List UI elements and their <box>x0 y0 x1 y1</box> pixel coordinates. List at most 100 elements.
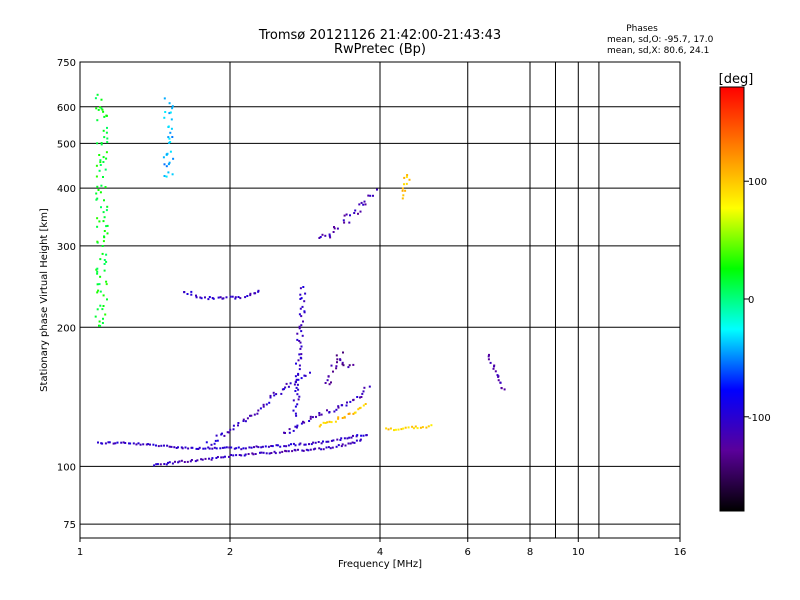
echo-point <box>168 161 171 164</box>
echo-point <box>275 444 278 447</box>
echo-point <box>327 446 330 449</box>
echo-point <box>180 459 183 462</box>
echo-point <box>402 194 405 197</box>
echo-point <box>296 338 299 341</box>
echo-point <box>336 438 339 441</box>
y-axis-label: Stationary phase Virtual Height [km] <box>39 208 50 392</box>
echo-point <box>184 446 187 449</box>
echo-point <box>322 440 324 443</box>
echo-point <box>95 175 98 178</box>
echo-point <box>105 157 108 160</box>
echo-point <box>359 210 362 213</box>
echo-point <box>357 408 360 411</box>
echo-point <box>307 449 310 452</box>
echo-point <box>328 383 331 386</box>
echo-point <box>195 447 198 450</box>
echo-point <box>427 425 430 428</box>
echo-point <box>239 297 242 300</box>
echo-point <box>187 447 190 450</box>
echo-point <box>359 438 362 441</box>
echo-point <box>320 442 323 445</box>
echo-point <box>242 447 245 450</box>
echo-point <box>276 444 279 447</box>
echo-point <box>165 463 168 466</box>
echo-point <box>387 428 390 431</box>
echo-point <box>332 439 335 442</box>
echo-point <box>356 434 359 437</box>
echo-point <box>226 431 229 434</box>
echo-point <box>94 97 97 100</box>
echo-point <box>294 390 297 392</box>
echo-point <box>212 297 215 300</box>
echo-point <box>99 275 102 278</box>
echo-point <box>312 441 315 444</box>
echo-point <box>163 116 166 119</box>
echo-point <box>279 445 282 448</box>
echo-point <box>344 444 347 447</box>
echo-point <box>207 298 210 301</box>
x-tick-label: 16 <box>674 547 687 558</box>
echo-point <box>99 191 102 194</box>
echo-point <box>298 395 301 398</box>
y-tick-label: 75 <box>63 520 76 531</box>
echo-point <box>103 199 105 202</box>
echo-point <box>178 460 181 463</box>
echo-point <box>216 456 219 458</box>
echo-point <box>99 290 102 293</box>
echo-point <box>318 414 321 417</box>
data-points <box>94 93 506 467</box>
echo-point <box>240 448 243 451</box>
y-tick-label: 300 <box>57 242 76 253</box>
echo-point <box>233 447 236 450</box>
echo-point <box>414 425 417 428</box>
echo-point <box>105 131 108 134</box>
echo-point <box>368 385 371 388</box>
echo-point <box>339 358 342 361</box>
echo-point <box>406 174 409 176</box>
echo-point <box>167 125 170 128</box>
y-tick-label: 750 <box>57 58 76 69</box>
echo-point <box>181 447 184 450</box>
echo-point <box>294 381 297 384</box>
echo-point <box>220 456 223 459</box>
echo-point <box>232 454 235 457</box>
echo-point <box>302 320 304 323</box>
echo-point <box>211 447 214 450</box>
echo-point <box>353 212 356 214</box>
echo-point <box>503 388 506 391</box>
y-tick-label: 400 <box>57 184 76 195</box>
echo-point <box>416 427 419 430</box>
echo-point <box>222 456 225 459</box>
echo-point <box>168 445 171 448</box>
echo-point <box>234 297 237 300</box>
echo-point <box>142 443 145 446</box>
echo-point <box>208 447 211 450</box>
echo-point <box>297 388 300 391</box>
echo-point <box>407 426 410 429</box>
echo-point <box>237 296 240 298</box>
x-tick-label: 4 <box>377 547 383 558</box>
echo-point <box>292 409 295 412</box>
echo-point <box>149 443 151 446</box>
colorbar-tick-label: 100 <box>748 177 767 188</box>
echo-point <box>299 356 302 359</box>
echo-point <box>122 441 125 444</box>
echo-point <box>292 429 295 432</box>
chart-title-line2: RwPretec (Bp) <box>334 42 426 57</box>
echo-point <box>96 185 99 188</box>
echo-point <box>98 154 101 156</box>
echo-point <box>262 451 265 454</box>
echo-point <box>213 442 216 445</box>
echo-point <box>112 442 115 445</box>
echo-point <box>330 439 333 442</box>
echo-point <box>221 432 223 435</box>
echo-point <box>259 451 261 454</box>
echo-point <box>296 424 299 427</box>
echo-point <box>352 398 355 401</box>
echo-point <box>101 252 104 255</box>
echo-point <box>104 186 107 189</box>
echo-point <box>362 404 365 407</box>
echo-point <box>358 203 361 206</box>
echo-point <box>393 429 395 432</box>
echo-point <box>359 439 362 442</box>
